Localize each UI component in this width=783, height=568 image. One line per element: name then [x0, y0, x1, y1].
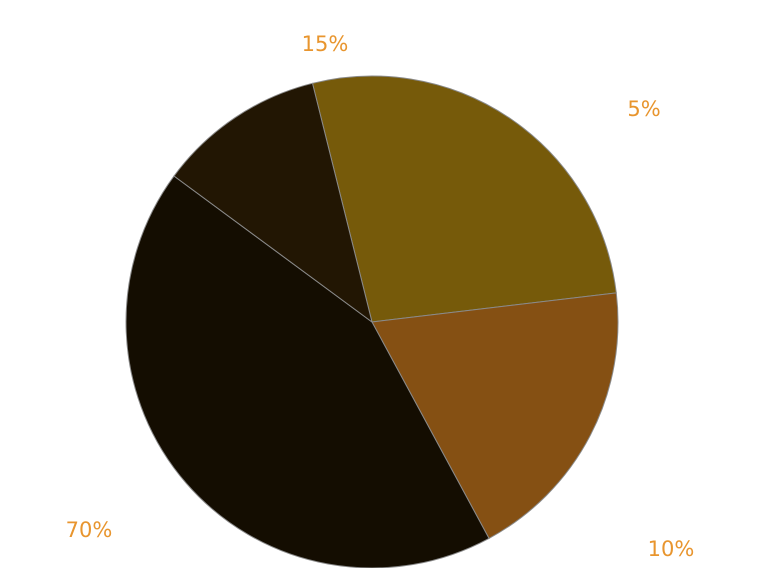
pie-slice-4 — [173, 82, 373, 324]
pie-slice-2 — [371, 292, 619, 540]
slice-label-1: 5% — [627, 97, 660, 121]
slice-label-3: 70% — [66, 518, 113, 542]
slice-label-2: 10% — [648, 537, 695, 561]
pie-labels: 5% 10% 70% 15% — [66, 32, 695, 561]
slice-label-4: 15% — [302, 32, 349, 56]
pie-slices — [125, 75, 619, 568]
pie-slice-3 — [125, 175, 490, 568]
pie-slice-1 — [311, 75, 617, 323]
